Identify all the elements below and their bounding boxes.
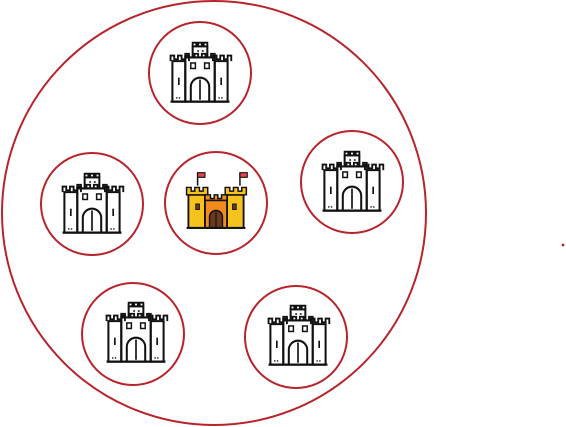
castle-right (300, 130, 404, 234)
castle-top (148, 21, 252, 125)
castle-bottom-left (81, 282, 185, 386)
castle-bottom-right (244, 285, 348, 389)
center-castle (164, 151, 268, 255)
castle-left (40, 152, 144, 256)
small-red-dot (561, 243, 565, 247)
outer-circle (1, 0, 427, 426)
